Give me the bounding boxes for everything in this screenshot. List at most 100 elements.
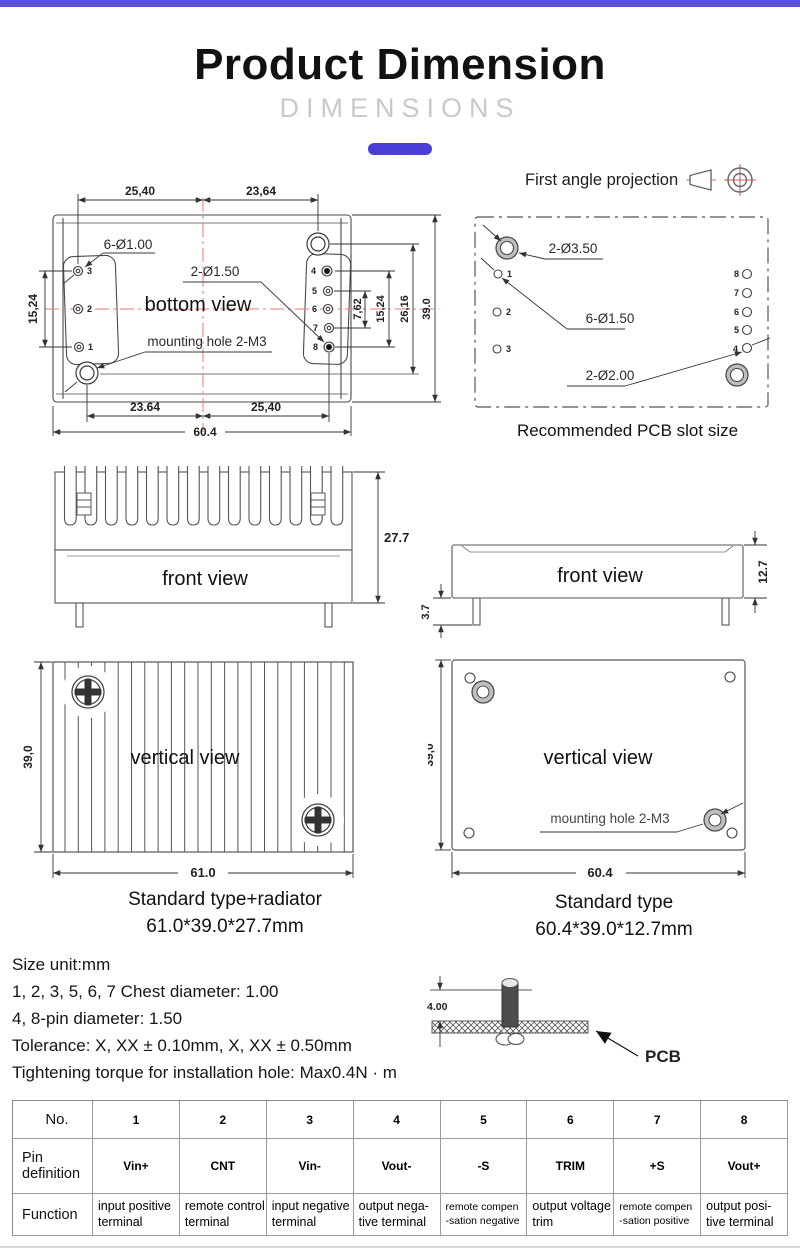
pin-function-8: output posi- tive terminal: [701, 1194, 788, 1236]
title-underline: [368, 143, 432, 155]
ps-pin-1: 1: [507, 269, 512, 279]
note-tolerance: Tolerance: X, XX ± 0.10mm, X, XX ± 0.50m…: [12, 1036, 352, 1055]
table-header-8: 8: [701, 1101, 788, 1139]
note-torque: Tightening torque for installation hole:…: [12, 1063, 397, 1082]
bv-dim-right-1: 7,62: [352, 298, 364, 319]
pin-definition-table: No. 1 2 3 4 5 6 7 8 Pin definition Vin+ …: [12, 1100, 788, 1236]
vertical-standard-caption: Standard type 60.4*39.0*12.7mm: [428, 889, 800, 943]
bottom-divider: [0, 1246, 800, 1248]
vvs-dim-w: 60.4: [587, 865, 613, 880]
bv-hole-small-label: 6-Ø1.00: [104, 237, 153, 252]
note-size-unit: Size unit:mm: [12, 955, 111, 974]
ps-hole-large-label: 2-Ø3.50: [549, 241, 598, 256]
note-chest-diameter: 1, 2, 3, 5, 6, 7 Chest diameter: 1.00: [12, 982, 279, 1001]
bv-dim-top-left: 25,40: [125, 184, 155, 198]
front-view-radiator-drawing: front view 27.7: [54, 466, 409, 628]
bv-pin-7: 7: [313, 323, 318, 333]
table-header-no: No.: [13, 1101, 93, 1139]
vertical-view-standard-drawing: vertical view mounting hole 2-M3 39,0 60…: [428, 659, 746, 880]
bv-mounting-hole-label: mounting hole 2-M3: [147, 334, 266, 349]
pcb-section-drawing: 4.00 PCB: [427, 976, 681, 1066]
bv-dim-bottom-right: 25,40: [251, 400, 281, 414]
first-angle-projection: First angle projection: [525, 164, 757, 196]
ps-hole-small-label: 6-Ø1.50: [586, 311, 635, 326]
vvs-caption-line1: Standard type: [554, 892, 674, 913]
vertical-view-radiator-drawing: vertical view 39,0 61.0: [21, 661, 354, 880]
cone-projection-icon: [686, 169, 717, 191]
vvs-dim-h: 39,0: [428, 743, 436, 767]
pin-function-6: output voltage trim: [527, 1194, 615, 1236]
bottom-view-drawing: 3 2 1 4 5 6 7 8 6-Ø1.00 2-Ø1.50 bottom v…: [26, 184, 441, 439]
table-row-label-pin-definition: Pin definition: [13, 1139, 93, 1194]
bv-pin-4: 4: [311, 266, 316, 276]
bv-hole-large-label: 2-Ø1.50: [191, 264, 240, 279]
bv-dim-right-2: 15,24: [375, 294, 387, 322]
pcb-section-dim: 4.00: [427, 1001, 448, 1013]
table-header-7: 7: [614, 1101, 702, 1139]
bv-dim-left: 15,24: [26, 294, 40, 324]
ps-pin-4: 4: [733, 344, 738, 354]
pin-function-1: input positive terminal: [93, 1194, 180, 1236]
page-subtitle: DIMENSIONS: [279, 93, 521, 123]
bv-pin-2: 2: [87, 304, 92, 314]
vertical-view-standard-label: vertical view: [544, 747, 653, 769]
table-header-2: 2: [179, 1101, 267, 1139]
ps-hole-medium-label: 2-Ø2.00: [586, 368, 635, 383]
vvr-dim-h: 39,0: [21, 745, 35, 769]
pin-function-5: remote compen -sation negative: [440, 1194, 528, 1236]
pin-def-2: CNT: [179, 1139, 267, 1194]
top-accent-bar: [0, 0, 800, 7]
table-header-4: 4: [353, 1101, 441, 1139]
ps-pin-3: 3: [506, 344, 511, 354]
ps-pin-6: 6: [734, 307, 739, 317]
vvr-caption-line1: Standard type+radiator: [128, 889, 322, 910]
bv-dim-right-4: 39.0: [421, 298, 433, 319]
pin-def-4: Vout-: [353, 1139, 441, 1194]
bottom-view-label: bottom view: [145, 294, 252, 316]
target-projection-icon: [724, 164, 757, 196]
pin-def-6: TRIM: [527, 1139, 615, 1194]
pin-def-7: +S: [614, 1139, 702, 1194]
bv-dim-bottom-left: 23.64: [130, 400, 160, 414]
pin-function-2: remote control terminal: [179, 1194, 267, 1236]
ps-pin-5: 5: [734, 325, 739, 335]
vertical-radiator-caption: Standard type+radiator 61.0*39.0*27.7mm: [20, 886, 430, 940]
ps-pin-7: 7: [734, 288, 739, 298]
table-header-6: 6: [527, 1101, 615, 1139]
page-title: Product Dimension: [194, 40, 606, 89]
pcb-section-label: PCB: [645, 1047, 681, 1066]
bv-dim-bottom-total: 60.4: [193, 425, 217, 439]
fvs-dim-height: 12.7: [756, 560, 770, 584]
pcb-slot-drawing: 1 2 3 8 7 6 5 4 2-Ø3.50 6-Ø1.50 2-Ø2.00: [474, 216, 771, 408]
pin-function-7: remote compen -sation positive: [614, 1194, 702, 1236]
bv-pin-8: 8: [313, 342, 318, 352]
fvr-dim-height: 27.7: [384, 530, 409, 545]
bv-pin-6: 6: [312, 304, 317, 314]
vvs-caption-line2: 60.4*39.0*12.7mm: [535, 919, 693, 940]
note-pin-diameter: 4, 8-pin diameter: 1.50: [12, 1009, 183, 1028]
bv-dim-top-right: 23,64: [246, 184, 276, 198]
pin-def-3: Vin-: [266, 1139, 354, 1194]
table-row-label-function: Function: [13, 1194, 93, 1236]
pin-function-3: input negative terminal: [266, 1194, 354, 1236]
table-header-5: 5: [440, 1101, 528, 1139]
pin-function-4: output nega- tive terminal: [353, 1194, 441, 1236]
vvs-mounting-hole-label: mounting hole 2-M3: [550, 811, 669, 826]
bv-pin-3: 3: [87, 266, 92, 276]
bv-pin-1: 1: [88, 342, 93, 352]
front-view-standard-drawing: front view 12.7 3.7: [420, 531, 770, 638]
pcb-slot-caption: Recommended PCB slot size: [516, 421, 739, 440]
pin-def-5: -S: [440, 1139, 528, 1194]
table-header-3: 3: [266, 1101, 354, 1139]
ps-pin-8: 8: [734, 269, 739, 279]
table-header-1: 1: [93, 1101, 180, 1139]
bv-pin-5: 5: [312, 286, 317, 296]
bv-dim-right-3: 26,16: [399, 295, 411, 323]
pin-def-8: Vout+: [701, 1139, 788, 1194]
front-view-radiator-label: front view: [162, 568, 248, 590]
fvs-dim-pin: 3.7: [420, 604, 432, 619]
vertical-view-radiator-label: vertical view: [131, 747, 240, 769]
ps-pin-2: 2: [506, 307, 511, 317]
first-angle-projection-label: First angle projection: [525, 170, 679, 189]
